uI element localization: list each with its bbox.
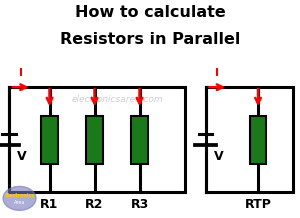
Text: Electronics: Electronics — [4, 193, 34, 198]
Text: I: I — [19, 68, 23, 78]
Text: V: V — [214, 150, 224, 163]
Text: RTP: RTP — [244, 198, 272, 211]
Circle shape — [3, 186, 36, 210]
Bar — [41, 116, 58, 164]
Text: R3: R3 — [130, 198, 148, 211]
Bar — [131, 116, 148, 164]
Text: R1: R1 — [40, 198, 59, 211]
Bar — [250, 116, 266, 164]
Text: R2: R2 — [85, 198, 104, 211]
Text: Area: Area — [14, 200, 25, 205]
Text: How to calculate: How to calculate — [75, 5, 225, 20]
Text: V: V — [17, 150, 27, 163]
Text: Resistors in Parallel: Resistors in Parallel — [60, 32, 240, 47]
Text: I: I — [215, 68, 219, 78]
Text: electronicsarea.com: electronicsarea.com — [71, 95, 163, 104]
Bar — [86, 116, 103, 164]
